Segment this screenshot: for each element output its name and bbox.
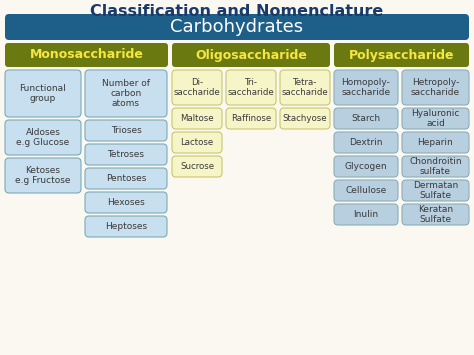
- FancyBboxPatch shape: [402, 132, 469, 153]
- Text: Lactose: Lactose: [181, 138, 214, 147]
- FancyBboxPatch shape: [402, 108, 469, 129]
- FancyBboxPatch shape: [402, 180, 469, 201]
- Text: Dextrin: Dextrin: [349, 138, 383, 147]
- FancyBboxPatch shape: [85, 120, 167, 141]
- FancyBboxPatch shape: [85, 168, 167, 189]
- Text: Raffinose: Raffinose: [231, 114, 271, 123]
- FancyBboxPatch shape: [226, 70, 276, 105]
- FancyBboxPatch shape: [172, 132, 222, 153]
- Text: Heptoses: Heptoses: [105, 222, 147, 231]
- Text: Stachyose: Stachyose: [283, 114, 328, 123]
- FancyBboxPatch shape: [5, 70, 81, 117]
- Text: Polysaccharide: Polysaccharide: [349, 49, 454, 61]
- FancyBboxPatch shape: [85, 70, 167, 117]
- Text: Hyaluronic
acid: Hyaluronic acid: [411, 109, 460, 128]
- Text: Oligosaccharide: Oligosaccharide: [195, 49, 307, 61]
- FancyBboxPatch shape: [280, 108, 330, 129]
- FancyBboxPatch shape: [172, 156, 222, 177]
- FancyBboxPatch shape: [334, 108, 398, 129]
- FancyBboxPatch shape: [5, 120, 81, 155]
- FancyBboxPatch shape: [334, 180, 398, 201]
- FancyBboxPatch shape: [172, 70, 222, 105]
- Text: Number of
carbon
atoms: Number of carbon atoms: [102, 78, 150, 108]
- Text: Sucrose: Sucrose: [180, 162, 214, 171]
- Text: Carbohydrates: Carbohydrates: [171, 18, 303, 36]
- FancyBboxPatch shape: [5, 43, 168, 67]
- FancyBboxPatch shape: [172, 108, 222, 129]
- FancyBboxPatch shape: [334, 204, 398, 225]
- FancyBboxPatch shape: [334, 43, 469, 67]
- Text: Tri-
saccharide: Tri- saccharide: [228, 78, 274, 97]
- Text: Ketoses
e.g Fructose: Ketoses e.g Fructose: [15, 166, 71, 185]
- FancyBboxPatch shape: [172, 43, 330, 67]
- Text: Starch: Starch: [351, 114, 381, 123]
- Text: Tetra-
saccharide: Tetra- saccharide: [282, 78, 328, 97]
- Text: Monosaccharide: Monosaccharide: [29, 49, 144, 61]
- Text: Functional
group: Functional group: [19, 84, 66, 103]
- FancyBboxPatch shape: [334, 70, 398, 105]
- FancyBboxPatch shape: [5, 158, 81, 193]
- Text: Classification and Nomenclature: Classification and Nomenclature: [91, 5, 383, 20]
- Text: Hexoses: Hexoses: [107, 198, 145, 207]
- Text: Dermatan
Sulfate: Dermatan Sulfate: [413, 181, 458, 200]
- FancyBboxPatch shape: [402, 70, 469, 105]
- FancyBboxPatch shape: [402, 204, 469, 225]
- Text: Inulin: Inulin: [354, 210, 379, 219]
- FancyBboxPatch shape: [334, 132, 398, 153]
- Text: Di-
saccharide: Di- saccharide: [173, 78, 220, 97]
- FancyBboxPatch shape: [334, 156, 398, 177]
- FancyBboxPatch shape: [402, 156, 469, 177]
- Text: Keratan
Sulfate: Keratan Sulfate: [418, 205, 453, 224]
- Text: Trioses: Trioses: [110, 126, 141, 135]
- Text: Glycogen: Glycogen: [345, 162, 387, 171]
- FancyBboxPatch shape: [85, 192, 167, 213]
- FancyBboxPatch shape: [5, 14, 469, 40]
- Text: Homopoly-
saccharide: Homopoly- saccharide: [341, 78, 391, 97]
- FancyBboxPatch shape: [85, 216, 167, 237]
- Text: Hetropoly-
saccharide: Hetropoly- saccharide: [411, 78, 460, 97]
- FancyBboxPatch shape: [226, 108, 276, 129]
- Text: Cellulose: Cellulose: [346, 186, 387, 195]
- Text: Chondroitin
sulfate: Chondroitin sulfate: [409, 157, 462, 176]
- FancyBboxPatch shape: [85, 144, 167, 165]
- Text: Aldoses
e.g Glucose: Aldoses e.g Glucose: [17, 128, 70, 147]
- Text: Pentoses: Pentoses: [106, 174, 146, 183]
- Text: Tetroses: Tetroses: [108, 150, 145, 159]
- FancyBboxPatch shape: [280, 70, 330, 105]
- Text: Maltose: Maltose: [180, 114, 214, 123]
- Text: Heparin: Heparin: [418, 138, 453, 147]
